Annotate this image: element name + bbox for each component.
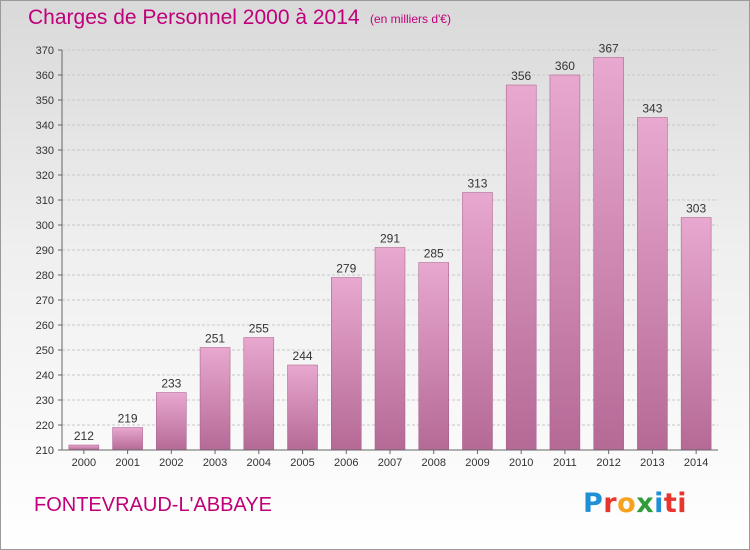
bar bbox=[680, 217, 712, 451]
y-tick-label: 280 bbox=[36, 270, 54, 282]
data-label: 285 bbox=[424, 247, 444, 261]
logo-letter: P bbox=[583, 488, 604, 519]
y-tick-label: 360 bbox=[36, 70, 54, 82]
data-label: 356 bbox=[511, 69, 531, 83]
data-labels: 212 219 233 251 255 244 279 291 285 313 356 360 367 3… bbox=[74, 42, 707, 444]
y-tick-label: 330 bbox=[36, 145, 54, 157]
y-tick-label: 260 bbox=[36, 320, 54, 332]
x-tick-label: 2014 bbox=[684, 457, 708, 469]
bar bbox=[287, 364, 318, 451]
y-tick-label: 270 bbox=[36, 295, 54, 307]
x-tick-label: 2007 bbox=[378, 457, 402, 469]
bars bbox=[68, 57, 712, 451]
x-tick-label: 2000 bbox=[72, 457, 96, 469]
bar bbox=[112, 427, 143, 451]
bar bbox=[505, 84, 537, 451]
data-label: 367 bbox=[599, 42, 619, 56]
axes: 210 220 230 240 250 260 270 280 290 300 310 320 330 3… bbox=[36, 45, 718, 469]
y-tick-label: 290 bbox=[36, 245, 54, 257]
data-label: 212 bbox=[74, 429, 94, 443]
x-tick-label: 2013 bbox=[640, 457, 664, 469]
logo-letter: x bbox=[636, 488, 655, 519]
x-tick-label: 2004 bbox=[247, 457, 271, 469]
proxiti-logo[interactable]: Proxiti bbox=[583, 488, 687, 519]
y-tick-label: 220 bbox=[36, 420, 54, 432]
data-label: 360 bbox=[555, 59, 575, 73]
data-label: 251 bbox=[205, 332, 225, 346]
data-label: 279 bbox=[336, 262, 356, 276]
x-tick-label: 2010 bbox=[509, 457, 533, 469]
logo-letter: i bbox=[654, 488, 664, 519]
x-tick-label: 2001 bbox=[115, 457, 139, 469]
y-tick-label: 300 bbox=[36, 220, 54, 232]
bar bbox=[68, 444, 100, 451]
bar bbox=[374, 247, 406, 451]
y-tick-label: 340 bbox=[36, 120, 54, 132]
x-tick-label: 2002 bbox=[159, 457, 183, 469]
bar bbox=[156, 392, 187, 451]
data-label: 219 bbox=[118, 412, 138, 426]
bar bbox=[331, 277, 362, 451]
x-tick-label: 2005 bbox=[290, 457, 314, 469]
y-tick-label: 210 bbox=[36, 445, 54, 457]
y-tick-label: 350 bbox=[36, 95, 54, 107]
y-tick-label: 370 bbox=[36, 45, 54, 57]
bar bbox=[418, 262, 449, 451]
bar bbox=[199, 347, 231, 451]
logo-letter: ti bbox=[663, 488, 688, 519]
bar bbox=[593, 57, 624, 451]
data-label: 255 bbox=[249, 322, 269, 336]
logo-letter: o bbox=[617, 488, 637, 519]
bar bbox=[637, 117, 668, 451]
data-label: 303 bbox=[686, 202, 706, 216]
x-tick-label: 2006 bbox=[334, 457, 358, 469]
x-tick-label: 2011 bbox=[553, 457, 577, 469]
commune-name: FONTEVRAUD-L'ABBAYE bbox=[34, 494, 272, 516]
data-label: 244 bbox=[293, 349, 313, 363]
data-label: 291 bbox=[380, 232, 400, 246]
x-tick-label: 2012 bbox=[596, 457, 620, 469]
logo-letter: r bbox=[603, 488, 618, 519]
y-tick-label: 250 bbox=[36, 345, 54, 357]
y-tick-label: 310 bbox=[36, 195, 54, 207]
data-label: 233 bbox=[161, 377, 181, 391]
bar bbox=[549, 74, 581, 451]
bar bbox=[462, 192, 493, 451]
bar bbox=[243, 337, 275, 451]
x-tick-label: 2003 bbox=[203, 457, 227, 469]
chart-title: Charges de Personnel 2000 à 2014 bbox=[28, 6, 360, 29]
y-tick-label: 320 bbox=[36, 170, 54, 182]
x-tick-label: 2009 bbox=[465, 457, 489, 469]
x-tick-label: 2008 bbox=[421, 457, 445, 469]
data-label: 313 bbox=[467, 177, 487, 191]
y-tick-label: 230 bbox=[36, 395, 54, 407]
chart-subtitle: (en milliers d'€) bbox=[370, 12, 451, 26]
y-tick-label: 240 bbox=[36, 370, 54, 382]
data-label: 343 bbox=[642, 102, 662, 116]
